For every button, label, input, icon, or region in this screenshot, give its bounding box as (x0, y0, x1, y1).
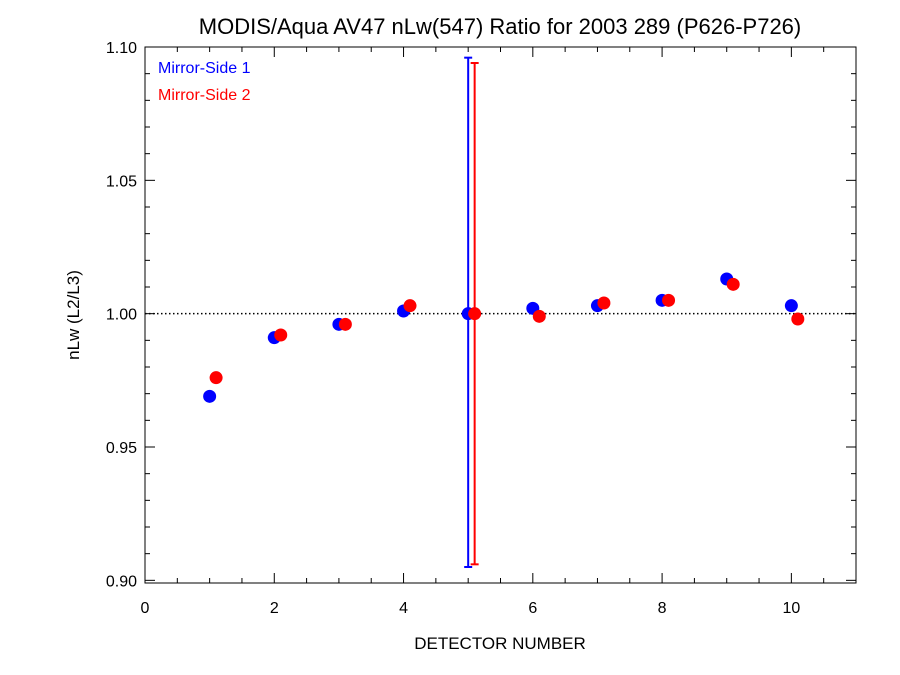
y-axis-label: nLw (L2/L3) (64, 270, 83, 360)
data-point-mirror-side-2 (209, 371, 223, 385)
y-tick-label: 1.05 (106, 173, 137, 190)
data-point-mirror-side-2 (274, 328, 288, 342)
data-point-mirror-side-2 (726, 277, 740, 291)
x-tick-label: 8 (658, 600, 667, 617)
x-axis-label: DETECTOR NUMBER (414, 634, 586, 653)
axis-ticks (144, 46, 857, 583)
x-tick-label: 10 (782, 600, 800, 617)
data-point-mirror-side-2 (662, 293, 676, 307)
data-point-mirror-side-2 (532, 309, 546, 323)
data-point-mirror-side-2 (597, 296, 611, 310)
plot-frame (144, 46, 857, 584)
legend-mirror-side-1: Mirror-Side 1 (158, 60, 251, 77)
y-tick-label: 0.95 (106, 440, 137, 457)
data-point-mirror-side-2 (403, 299, 417, 313)
y-tick-label: 1.10 (106, 40, 137, 57)
legend-mirror-side-2: Mirror-Side 2 (158, 87, 251, 104)
data-point-mirror-side-2 (468, 307, 482, 321)
data-point-mirror-side-1 (784, 299, 798, 313)
data-point-mirror-side-2 (338, 317, 352, 331)
chart-title: MODIS/Aqua AV47 nLw(547) Ratio for 2003 … (199, 14, 802, 39)
axis-tick-labels: 0 2 4 6 8 10 0.90 0.95 1.00 1.05 1.10 (106, 40, 801, 617)
data-point-mirror-side-2 (791, 312, 805, 326)
x-tick-label: 4 (399, 600, 408, 617)
x-tick-label: 6 (528, 600, 537, 617)
data-point-mirror-side-1 (203, 389, 217, 403)
y-tick-label: 0.90 (106, 573, 137, 590)
x-tick-label: 0 (141, 600, 150, 617)
data-points (203, 272, 805, 403)
y-tick-label: 1.00 (106, 307, 137, 324)
x-tick-label: 2 (270, 600, 279, 617)
